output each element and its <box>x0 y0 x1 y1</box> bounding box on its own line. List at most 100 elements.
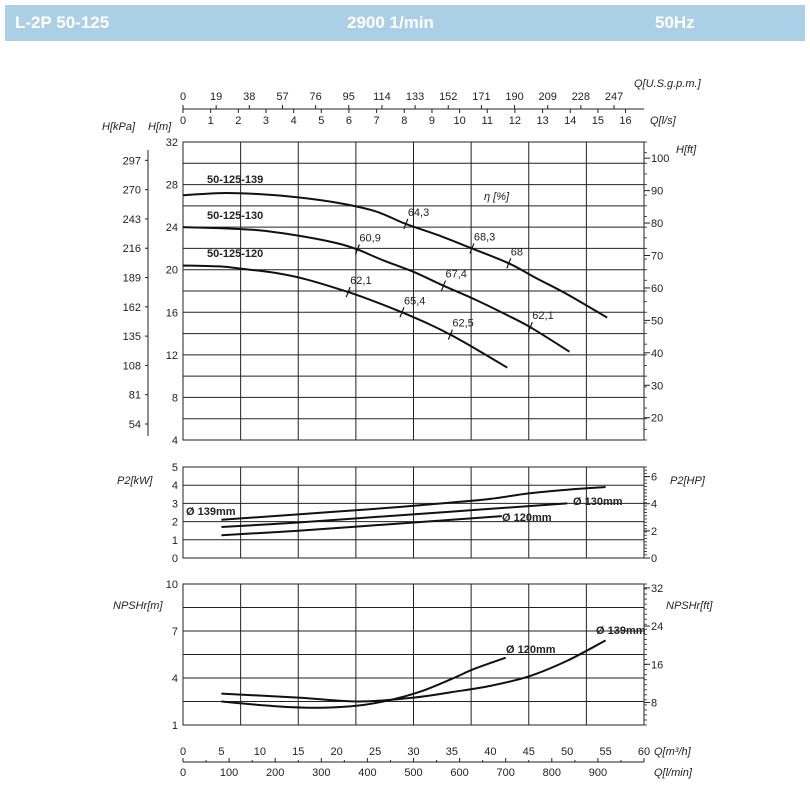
ft-tick-label: 60 <box>651 283 663 295</box>
h-m-tick-label: 24 <box>166 222 178 234</box>
npsh-ft-tick-label: 32 <box>651 583 663 595</box>
gpm-tick-label: 152 <box>439 91 457 103</box>
q-m3h-axis-title: Q[m³/h] <box>654 746 692 758</box>
p2-kw-axis-title: P2[kW] <box>117 475 153 487</box>
head-curve-1 <box>182 226 571 353</box>
ls-tick-label: 14 <box>564 115 576 127</box>
power-curve-0 <box>221 486 606 521</box>
gpm-tick-label: 228 <box>572 91 590 103</box>
npsh-m-tick-label: 1 <box>172 720 178 732</box>
gpm-axis-title: Q[U.S.g.p.m.] <box>634 78 702 90</box>
npsh-m-tick-label: 4 <box>172 673 178 685</box>
efficiency-value-label: 68 <box>511 246 523 258</box>
h-m-tick-label: 4 <box>172 435 178 447</box>
p2-hp-axis-title: P2[HP] <box>670 475 706 487</box>
power-curve-label: Ø 130mm <box>573 496 623 508</box>
kpa-tick-label: 297 <box>123 155 141 167</box>
ls-tick-label: 8 <box>401 115 407 127</box>
gpm-tick-label: 76 <box>309 91 321 103</box>
efficiency-value-label: 62,1 <box>532 310 553 322</box>
ls-tick-label: 16 <box>619 115 631 127</box>
q-m3h-tick-label: 25 <box>369 746 381 758</box>
efficiency-marker <box>440 280 447 291</box>
ft-tick-label: 100 <box>651 153 669 165</box>
npsh-curve-label: Ø 120mm <box>506 644 556 656</box>
kpa-axis-title: H[kPa] <box>102 121 136 133</box>
gpm-tick-label: 190 <box>505 91 523 103</box>
npsh-ft-tick-label: 16 <box>651 659 663 671</box>
power-curve-label: Ø 139mm <box>186 506 236 518</box>
ls-tick-label: 2 <box>235 115 241 127</box>
efficiency-marker <box>469 243 475 254</box>
hp-tick-label: 0 <box>651 553 657 565</box>
frequency-label: 50Hz <box>655 13 695 32</box>
efficiency-marker <box>403 218 409 230</box>
q-m3h-tick-label: 60 <box>638 746 650 758</box>
ft-axis-title: H[ft] <box>676 144 697 156</box>
head-curve-2 <box>182 264 508 369</box>
hp-tick-label: 6 <box>651 472 657 484</box>
efficiency-marker <box>345 286 351 298</box>
gpm-tick-label: 209 <box>539 91 557 103</box>
hp-tick-label: 2 <box>651 526 657 538</box>
hp-tick-label: 4 <box>651 499 657 511</box>
ft-tick-label: 80 <box>651 218 663 230</box>
p2-kw-tick-label: 3 <box>172 498 178 510</box>
npsh-curve-label: Ø 139mm <box>596 625 646 637</box>
h-m-tick-label: 32 <box>166 137 178 149</box>
q-m3h-tick-label: 15 <box>292 746 304 758</box>
model-title: L-2P 50-125 <box>15 13 110 32</box>
gpm-tick-label: 133 <box>406 91 424 103</box>
p2-kw-tick-label: 0 <box>172 553 178 565</box>
p2-kw-tick-label: 5 <box>172 462 178 474</box>
ls-tick-label: 6 <box>346 115 352 127</box>
q-m3h-tick-label: 40 <box>484 746 496 758</box>
npsh-ft-axis-title: NPSHr[ft] <box>666 600 713 612</box>
gpm-tick-label: 0 <box>180 91 186 103</box>
h-m-axis-title: H[m] <box>148 121 172 133</box>
q-lmin-tick-label: 500 <box>404 767 422 779</box>
q-lmin-tick-label: 400 <box>358 767 376 779</box>
q-m3h-tick-label: 5 <box>218 746 224 758</box>
npsh-m-tick-label: 7 <box>172 626 178 638</box>
gpm-tick-label: 38 <box>243 91 255 103</box>
q-m3h-tick-label: 0 <box>180 746 186 758</box>
power-curve-label: Ø 120mm <box>502 512 552 524</box>
npsh-ft-tick-label: 8 <box>651 697 657 709</box>
ls-tick-label: 9 <box>429 115 435 127</box>
kpa-tick-label: 270 <box>123 185 141 197</box>
power-curve-2 <box>221 515 502 537</box>
kpa-tick-label: 162 <box>123 302 141 314</box>
q-lmin-tick-label: 300 <box>312 767 330 779</box>
curve-name-label: 50-125-120 <box>207 248 263 260</box>
curve-name-label: 50-125-130 <box>207 210 263 222</box>
efficiency-marker <box>354 244 360 255</box>
kpa-tick-label: 135 <box>123 331 141 343</box>
efficiency-value-label: 64,3 <box>408 207 429 219</box>
gpm-tick-label: 171 <box>472 91 490 103</box>
kpa-tick-label: 81 <box>129 390 141 402</box>
power-curve-1 <box>221 502 568 529</box>
kpa-tick-label: 54 <box>129 419 141 431</box>
q-lmin-tick-label: 700 <box>497 767 515 779</box>
speed-label: 2900 1/min <box>347 13 434 32</box>
efficiency-marker <box>447 329 453 340</box>
efficiency-value-label: 68,3 <box>474 231 495 243</box>
q-lmin-tick-label: 100 <box>220 767 238 779</box>
ft-tick-label: 40 <box>651 348 663 360</box>
ls-tick-label: 4 <box>291 115 297 127</box>
ls-axis-title: Q[l/s] <box>650 115 677 127</box>
q-m3h-tick-label: 30 <box>407 746 419 758</box>
curve-name-label: 50-125-139 <box>207 174 263 186</box>
h-m-tick-label: 16 <box>166 307 178 319</box>
q-m3h-tick-label: 10 <box>254 746 266 758</box>
gpm-tick-label: 114 <box>373 91 391 103</box>
gpm-tick-label: 247 <box>605 91 623 103</box>
efficiency-value-label: 67,4 <box>445 269 466 281</box>
p2-kw-tick-label: 1 <box>172 535 178 547</box>
ls-tick-label: 11 <box>482 115 493 127</box>
efficiency-marker <box>506 258 512 269</box>
kpa-tick-label: 189 <box>123 273 141 285</box>
p2-kw-tick-label: 4 <box>172 480 178 492</box>
